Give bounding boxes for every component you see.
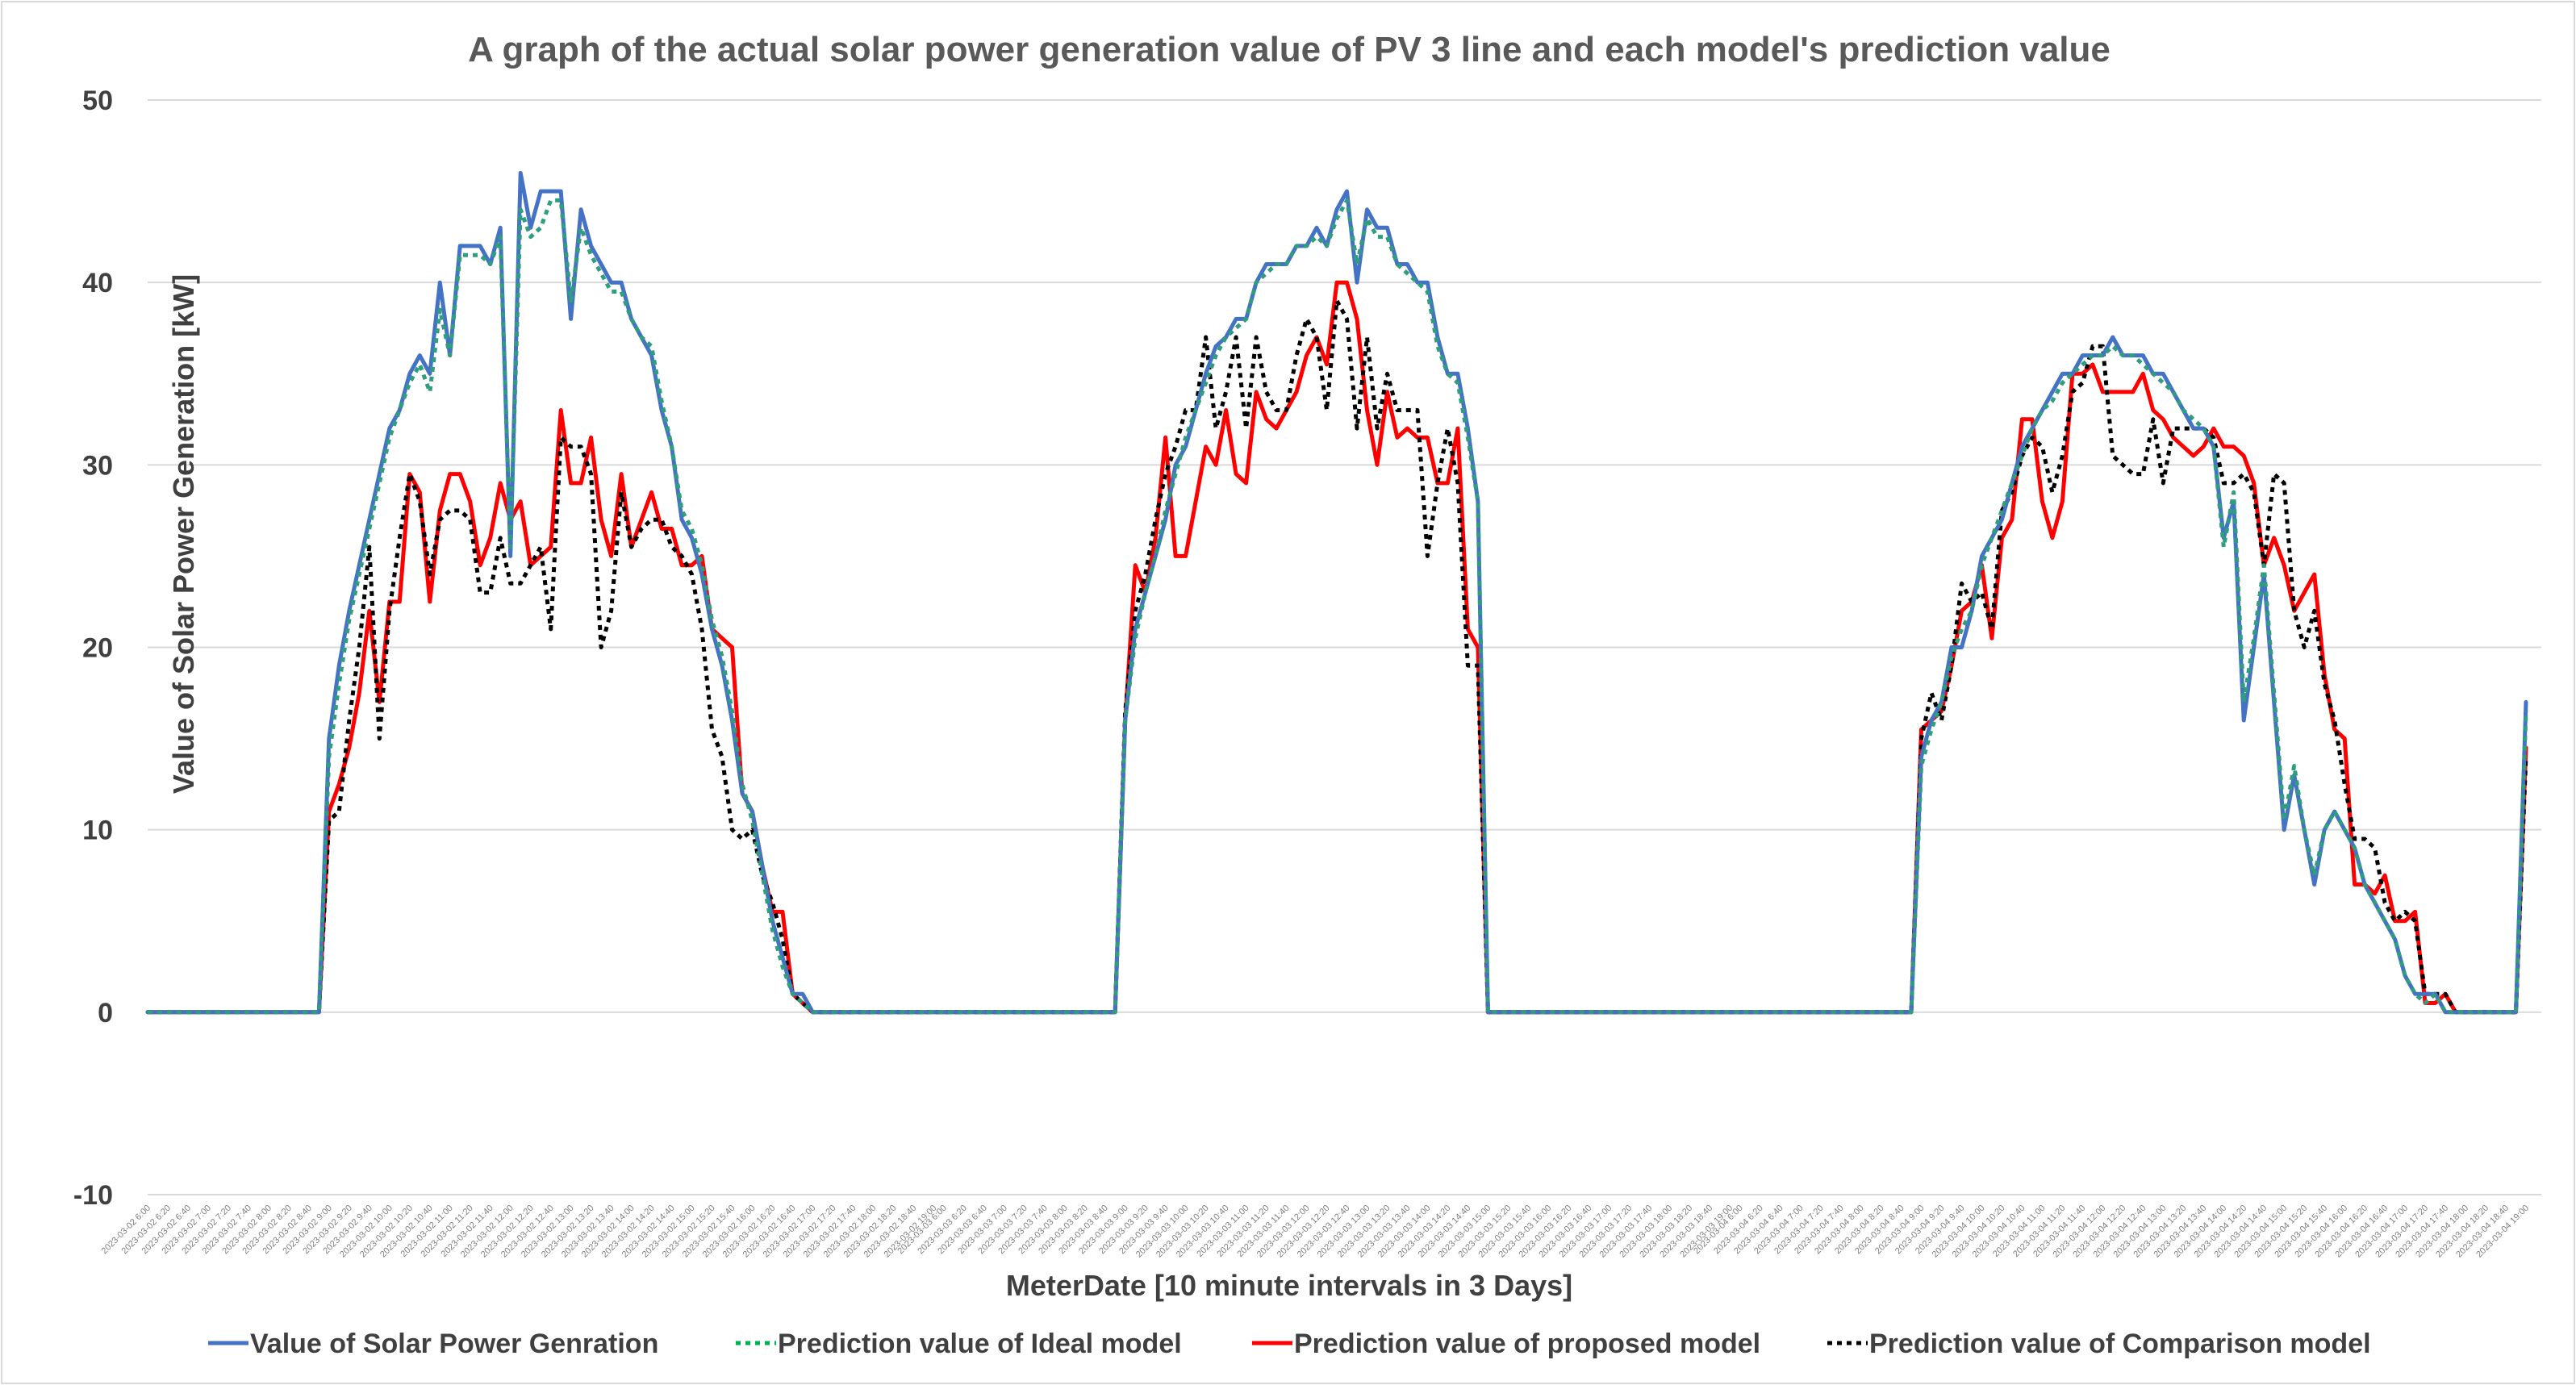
legend-label: Prediction value of proposed model	[1294, 1329, 1760, 1359]
y-axis-ticks: -10 0 10 20 30 40 50	[73, 86, 113, 1211]
y-tick-label: 40	[82, 268, 113, 298]
series-layer	[145, 171, 2528, 1015]
y-axis-label: Value of Solar Power Generation [kW]	[167, 274, 200, 794]
series-line	[148, 298, 2528, 1015]
legend-label: Prediction value of Ideal model	[778, 1329, 1182, 1359]
chart-title: A graph of the actual solar power genera…	[468, 30, 2110, 69]
y-tick-label: 50	[82, 86, 113, 116]
series-line	[148, 198, 2528, 1015]
y-tick-label: 10	[82, 816, 113, 846]
y-tick-label: 0	[98, 998, 113, 1028]
y-tick-label: 30	[82, 450, 113, 481]
legend-label: Value of Solar Power Genration	[250, 1329, 658, 1359]
y-tick-label: 20	[82, 633, 113, 664]
x-axis-label: MeterDate [10 minute intervals in 3 Days…	[1006, 1269, 1572, 1302]
legend: Value of Solar Power Genration Prediction…	[208, 1329, 2371, 1359]
grid-layer	[148, 99, 2541, 1195]
series-line	[145, 280, 2528, 1015]
legend-label: Prediction value of Comparison model	[1869, 1329, 2371, 1359]
y-tick-label: -10	[73, 1180, 113, 1211]
